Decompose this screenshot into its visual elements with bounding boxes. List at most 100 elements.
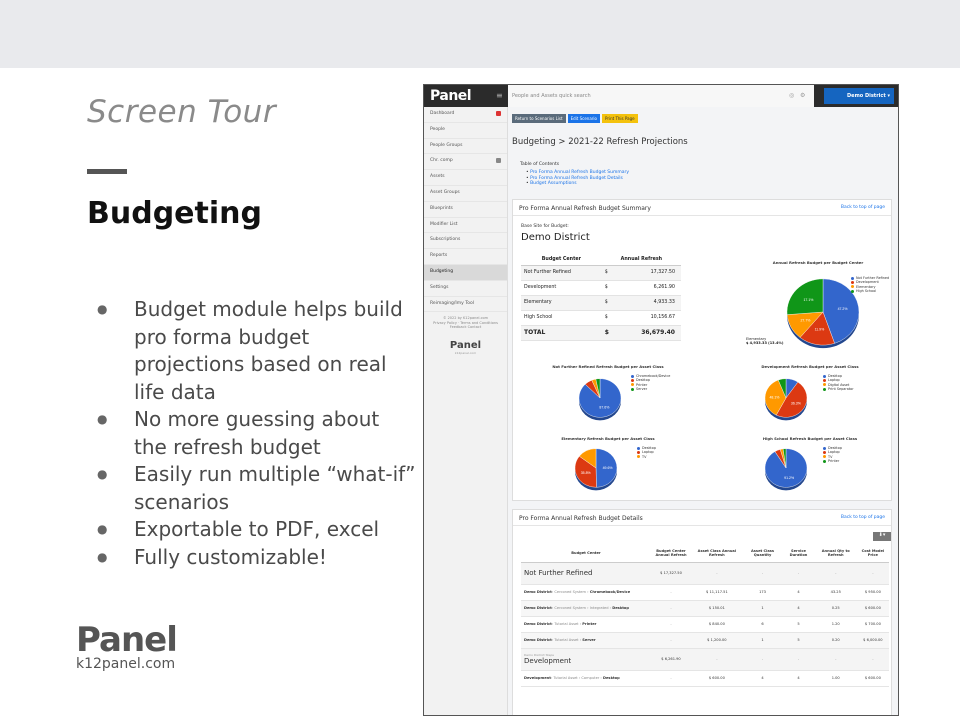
table-row: Not Further Refined $17,327.50 <box>521 265 681 281</box>
edit-scenario-button[interactable]: Edit Scenario <box>567 114 600 123</box>
legend-swatch <box>823 446 826 450</box>
legend-swatch <box>823 455 826 459</box>
table-row: Demo District› Tutorial Asset › Server - $… <box>521 632 889 649</box>
print-page-button[interactable]: Print This Page <box>601 114 638 123</box>
sidebar-footer: © 2022 by K12panel.com Privacy Policy · … <box>433 316 498 330</box>
pie-slice[interactable] <box>778 378 787 399</box>
sidebar-item[interactable]: Reimaging/Imy Tool <box>424 297 507 313</box>
site-name: Demo District <box>521 232 590 243</box>
chart-legend: Not Further Refined Development Elementary… <box>851 276 889 294</box>
cell: $ 700.00 <box>856 616 889 633</box>
sidebar: Dashboard People People Groups Chr. comp Ass… <box>424 107 508 715</box>
cell: - <box>814 648 857 671</box>
navbar-icons: ◎ ⚙ <box>789 92 805 99</box>
details-title: Pro Forma Annual Refresh Budget Details <box>519 515 643 522</box>
sidebar-item[interactable]: People <box>424 123 507 139</box>
col-budget-center: Budget Center <box>521 254 602 266</box>
slide-text-panel: Screen Tour Budgeting Budget module help… <box>0 68 420 720</box>
sidebar-item[interactable]: Subscriptions <box>424 233 507 250</box>
cell: $ 950.00 <box>856 584 889 601</box>
sidebar-item[interactable]: Budgeting <box>424 264 507 281</box>
cell: - <box>782 562 815 585</box>
group-name: Development <box>524 657 572 665</box>
pie-slice[interactable] <box>595 448 618 488</box>
elementary-asset-class-pie-chart: 49.6% 35.8% <box>574 448 618 491</box>
cell: Development <box>521 280 602 296</box>
toc-link[interactable]: Pro Forma Annual Refresh Budget Summary <box>526 170 629 176</box>
legend-swatch <box>631 387 634 391</box>
summary-title: Pro Forma Annual Refresh Budget Summary <box>519 205 651 212</box>
legend-entry: Development <box>851 280 889 284</box>
slice-label: 49.6% <box>603 466 613 470</box>
table-row: Development› Tutorial Asset › Computer ›… <box>521 670 889 687</box>
toc-link[interactable]: Budget Assumptions <box>526 181 629 187</box>
pie-slice[interactable] <box>822 278 860 344</box>
help-icon[interactable]: ◎ <box>789 92 795 99</box>
district-selector-button[interactable]: Demo District ▾ <box>824 88 894 104</box>
col-header: Asset Class Quantity <box>742 544 783 563</box>
cell: - <box>651 616 691 633</box>
legend-label: Laptop <box>642 450 654 455</box>
pie-slice[interactable] <box>595 378 601 399</box>
toc-link[interactable]: Pro Forma Annual Refresh Budget Details <box>526 176 629 182</box>
asset-path: › Cerconed System › <box>551 590 590 594</box>
bullet-item: Easily run multiple “what-if” scenarios <box>97 461 417 516</box>
settings-icon[interactable]: ⚙ <box>799 92 806 99</box>
legend-label: Digital Asset <box>828 382 850 387</box>
quick-search-input[interactable]: People and Assets quick search <box>508 85 814 107</box>
table-row: Demo District› Tutorial Asset › Printer -… <box>521 616 889 633</box>
col-header: Annual Qty to Refresh <box>814 544 857 563</box>
back-to-top-link[interactable]: Back to top of page <box>840 205 885 210</box>
top-navbar: Panel ≡ People and Assets quick search ◎… <box>424 85 898 107</box>
bullet-item: Fully customizable! <box>97 544 417 572</box>
total-row: TOTAL $36,679.40 <box>521 325 681 341</box>
sidebar-item[interactable]: Chr. comp <box>424 154 507 171</box>
legend-label: TV <box>828 454 833 459</box>
table-of-contents: Pro Forma Annual Refresh Budget Summary … <box>526 170 629 187</box>
legend-swatch <box>823 387 826 391</box>
return-to-scenarios-button[interactable]: Return to Scenarios List <box>512 114 566 123</box>
cell: $ 600.00 <box>856 600 889 617</box>
download-icon[interactable]: ⬇▾ <box>873 532 891 541</box>
sidebar-item[interactable]: Reports <box>424 249 507 265</box>
asset-path: › Tutorial Asset › Computer › <box>550 676 604 680</box>
pie-slice[interactable] <box>574 455 597 488</box>
pie-slice[interactable] <box>775 381 808 418</box>
sidebar-item[interactable]: Modifier List <box>424 218 507 234</box>
cell: - <box>742 648 783 671</box>
legend-label: Development <box>856 280 879 285</box>
slice-label: 91.2% <box>784 476 794 480</box>
back-to-top-link[interactable]: Back to top of page <box>840 515 885 520</box>
legend-swatch <box>823 374 826 378</box>
app-logo[interactable]: Panel <box>430 88 472 104</box>
bullet-item: Budget module helps build pro forma budg… <box>97 296 417 406</box>
sidebar-item-label: Chr. comp <box>430 158 453 164</box>
legend-entry: Elementary <box>851 285 889 289</box>
cell: - <box>651 670 691 687</box>
hamburger-icon[interactable]: ≡ <box>496 91 503 100</box>
sidebar-item[interactable]: Settings <box>424 281 507 297</box>
table-row: Demo District› Cerconed System › Chromeb… <box>521 584 889 601</box>
sidebar-item[interactable]: Dashboard <box>424 107 507 123</box>
group-row: Demo District Steps Development $ 6,261.90… <box>521 648 889 671</box>
pie-slice[interactable] <box>579 448 597 469</box>
pie-slice[interactable] <box>786 278 824 315</box>
chart-title: Development Refresh Budget per Asset Cla… <box>761 364 859 369</box>
col-annual-refresh: Annual Refresh <box>601 254 681 266</box>
legend-swatch <box>631 374 634 378</box>
pie-slice[interactable] <box>764 379 787 416</box>
sidebar-item[interactable]: Blueprints <box>424 202 507 218</box>
legend-swatch <box>851 280 854 284</box>
notification-badge <box>496 111 501 116</box>
nfr-asset-class-pie-chart: 87.6% <box>578 378 622 421</box>
slide-eyebrow: Screen Tour <box>87 94 277 130</box>
cell: 36,679.40 <box>611 325 681 341</box>
pie-slice[interactable] <box>782 448 787 469</box>
cell: 4 <box>782 600 815 617</box>
sidebar-item[interactable]: People Groups <box>424 139 507 155</box>
cell: $ 17,327.50 <box>651 562 691 585</box>
sidebar-item[interactable]: Assets <box>424 170 507 186</box>
sidebar-item[interactable]: Asset Groups <box>424 186 507 202</box>
legend-entry: High School <box>851 289 889 293</box>
legend-label: Laptop <box>828 378 840 383</box>
